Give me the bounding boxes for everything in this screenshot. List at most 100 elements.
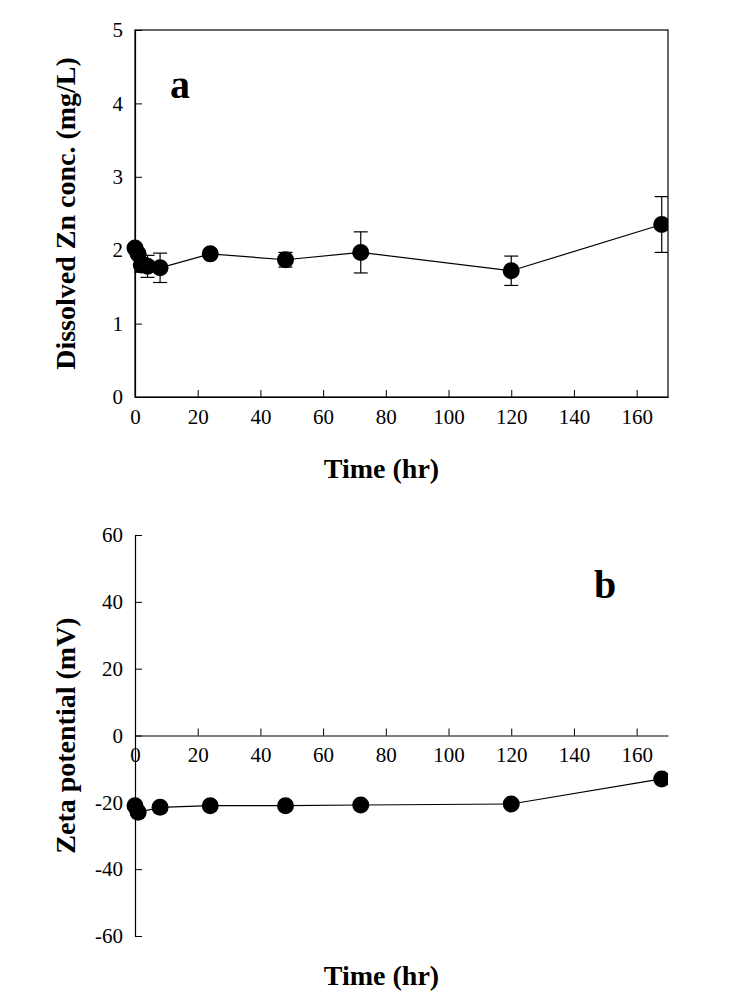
x-tick-mark — [323, 390, 324, 397]
x-tick: 120 — [496, 390, 528, 429]
x-tick-mark — [637, 729, 638, 736]
x-tick-label: 40 — [250, 405, 271, 429]
x-axis-title: Time (hr) — [324, 960, 439, 991]
x-tick-label: 120 — [496, 743, 528, 767]
y-tick-mark — [135, 30, 142, 31]
error-bar-cap — [354, 231, 368, 232]
y-tick-label: -20 — [95, 791, 123, 815]
data-point — [503, 262, 520, 279]
data-point — [152, 799, 169, 816]
x-tick-mark — [511, 390, 512, 397]
data-point — [503, 796, 520, 813]
data-point — [202, 245, 219, 262]
data-point — [277, 797, 294, 814]
y-tick-mark — [135, 602, 142, 603]
plot-frame — [135, 30, 668, 397]
x-tick: 60 — [313, 729, 334, 768]
y-tick-mark — [135, 669, 142, 670]
y-tick-label: -60 — [95, 924, 123, 948]
error-bar-cap — [354, 272, 368, 273]
panel-label: b — [594, 562, 616, 607]
error-bar-cap — [504, 255, 518, 256]
x-tick: 100 — [433, 729, 465, 768]
y-tick: 4 — [113, 92, 143, 116]
y-tick: -40 — [95, 857, 142, 881]
data-point — [352, 797, 369, 814]
y-tick-label: 1 — [113, 312, 124, 336]
x-tick-label: 60 — [313, 405, 334, 429]
y-axis-line — [135, 31, 136, 398]
data-point — [352, 244, 369, 261]
x-tick-mark — [135, 390, 136, 397]
x-tick: 120 — [496, 729, 528, 768]
x-tick-label: 160 — [621, 405, 653, 429]
y-tick-label: 2 — [113, 238, 124, 262]
y-tick: 40 — [102, 590, 142, 614]
y-tick-mark — [135, 936, 142, 937]
y-tick-mark — [135, 324, 142, 325]
plot-area — [127, 770, 669, 820]
error-bar-cap — [504, 285, 518, 286]
x-axis-line — [136, 397, 669, 398]
series-line — [135, 225, 662, 271]
data-point — [152, 259, 169, 276]
x-axis-title: Time (hr) — [324, 453, 439, 484]
x-tick-label: 0 — [130, 405, 141, 429]
y-tick-label: 4 — [113, 92, 124, 116]
x-tick: 80 — [376, 390, 397, 429]
x-tick-label: 0 — [130, 743, 141, 767]
x-axis: 0 20 40 60 80 100 120 140 160 — [130, 390, 668, 429]
y-tick: 60 — [102, 523, 142, 547]
x-axis-line — [136, 735, 669, 736]
y-tick-label: 3 — [113, 165, 124, 189]
x-tick-label: 120 — [496, 405, 528, 429]
x-tick: 0 — [130, 390, 141, 429]
x-tick: 0 — [130, 729, 141, 768]
y-axis-title: Zeta potential (mV) — [50, 617, 81, 853]
x-tick: 160 — [621, 390, 653, 429]
x-axis: 0 20 40 60 80 100 120 140 160 — [130, 729, 668, 768]
x-tick-mark — [323, 729, 324, 736]
x-tick-mark — [198, 390, 199, 397]
x-tick-label: 80 — [376, 743, 397, 767]
error-bar-cap — [655, 252, 668, 253]
y-axis-title: Dissolved Zn conc. (mg/L) — [50, 57, 81, 370]
x-tick: 160 — [621, 729, 653, 768]
y-tick-label: 40 — [102, 590, 123, 614]
error-bar-cap — [141, 277, 155, 278]
y-axis: 012345 — [113, 18, 143, 409]
x-tick-label: 40 — [250, 743, 271, 767]
y-tick: 5 — [113, 18, 143, 42]
plot-area — [127, 197, 669, 286]
data-point — [653, 770, 668, 787]
x-tick-label: 20 — [188, 743, 209, 767]
x-tick-mark — [449, 729, 450, 736]
x-tick: 80 — [376, 729, 397, 768]
x-tick-mark — [511, 729, 512, 736]
y-tick-mark — [135, 869, 142, 870]
x-tick: 20 — [188, 390, 209, 429]
y-tick-label: 20 — [102, 657, 123, 681]
x-tick-mark — [260, 390, 261, 397]
x-tick: 100 — [433, 390, 465, 429]
data-point — [653, 216, 668, 233]
x-tick-mark — [449, 390, 450, 397]
y-tick: 3 — [113, 165, 143, 189]
x-tick: 20 — [188, 729, 209, 768]
x-tick: 40 — [250, 729, 271, 768]
y-tick-mark — [135, 535, 142, 536]
x-tick-mark — [198, 729, 199, 736]
y-tick: 1 — [113, 312, 143, 336]
x-tick: 140 — [559, 729, 591, 768]
y-tick-label: -40 — [95, 857, 123, 881]
x-tick-label: 80 — [376, 405, 397, 429]
x-tick-label: 160 — [621, 743, 653, 767]
y-tick-mark — [135, 177, 142, 178]
data-point — [130, 804, 147, 821]
x-tick-label: 20 — [188, 405, 209, 429]
x-tick: 140 — [559, 390, 591, 429]
x-tick-label: 100 — [433, 405, 465, 429]
x-tick-mark — [574, 390, 575, 397]
y-tick-label: 5 — [113, 18, 124, 42]
x-tick: 40 — [250, 390, 271, 429]
